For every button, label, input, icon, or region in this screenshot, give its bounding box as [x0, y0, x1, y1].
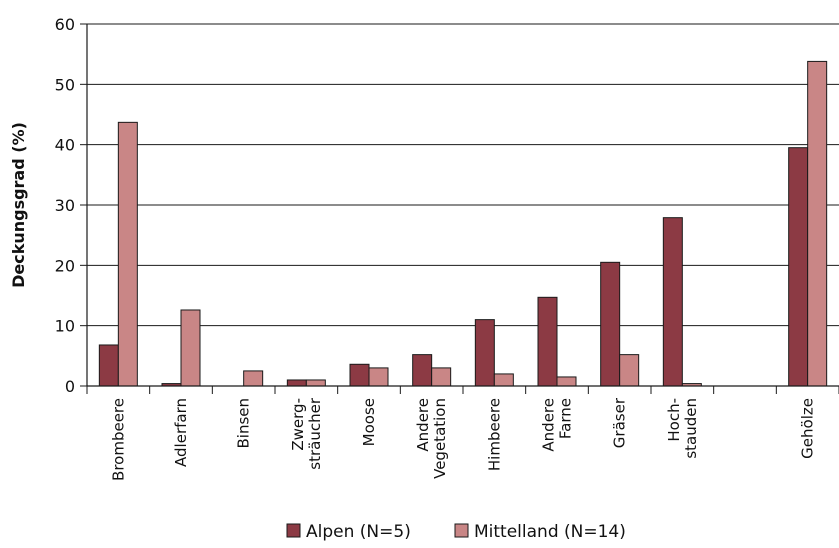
legend-swatch	[454, 523, 469, 538]
bar-mittelland	[431, 367, 452, 387]
x-tick-label: Binsen	[235, 398, 253, 449]
bar-alpen	[600, 261, 621, 387]
x-tick-label: Himbeere	[485, 398, 503, 471]
bar-mittelland	[556, 376, 577, 387]
gridlines	[87, 23, 839, 327]
legend-swatch	[286, 523, 301, 538]
x-tick-label-line: Zwerg-	[289, 398, 307, 451]
x-tick-label-line: Hoch-	[665, 398, 683, 442]
x-tick-label-line: Adlerfarn	[172, 398, 190, 467]
bar-alpen	[286, 379, 307, 387]
y-tick-label: 0	[65, 377, 75, 396]
bar-mittelland	[807, 60, 828, 387]
x-tick-label: Moose	[360, 398, 378, 446]
bar-alpen	[98, 344, 119, 387]
x-tick-label: Gehölze	[799, 398, 817, 459]
x-tick-label: Gräser	[611, 397, 629, 448]
x-tick-label-line: Brombeere	[109, 398, 127, 481]
x-tick-label: Brombeere	[109, 398, 127, 481]
legend: Alpen (N=5) Mittelland (N=14)	[286, 522, 626, 542]
x-tick-label: Andere Vegetation	[414, 398, 449, 479]
bar-alpen	[788, 147, 809, 387]
bar-mittelland	[305, 379, 326, 387]
x-tick-label-line: Farne	[557, 398, 575, 439]
bar-alpen	[474, 319, 495, 387]
y-tick-label: 60	[55, 15, 75, 34]
bar-alpen	[412, 354, 433, 387]
axes	[86, 24, 839, 394]
bars	[98, 60, 828, 387]
x-tick-label-line: Gräser	[611, 397, 629, 448]
legend-label: Mittelland (N=14)	[474, 522, 626, 542]
x-tick-label-line: Andere	[540, 398, 558, 452]
x-tick-label: Hoch-stauden	[665, 398, 700, 459]
x-tick-label-line: Moose	[360, 398, 378, 446]
bar-alpen	[662, 217, 683, 387]
y-tick-label: 30	[55, 196, 75, 215]
bar-alpen	[349, 363, 370, 387]
bar-alpen	[537, 296, 558, 387]
legend-label: Alpen (N=5)	[306, 522, 411, 542]
x-tick-label: Zwerg-sträucher	[289, 397, 324, 470]
x-tick-label-line: Gehölze	[799, 398, 817, 459]
y-tick-label: 10	[55, 317, 75, 336]
y-tick-label: 20	[55, 256, 75, 275]
y-axis-ticks: 0 10 20 30 40 50 60	[55, 15, 87, 396]
bar-mittelland	[493, 373, 514, 387]
x-tick-label-line: Andere	[414, 398, 432, 452]
bar-mittelland	[117, 121, 138, 387]
x-tick-label-line: Vegetation	[431, 398, 449, 479]
bar-mittelland	[180, 309, 201, 387]
x-tick-label-line: Binsen	[235, 398, 253, 449]
x-tick-label-line: stauden	[682, 398, 700, 459]
x-tick-label-line: sträucher	[306, 397, 324, 470]
y-axis-label: Deckungsgrad (%)	[9, 122, 28, 288]
x-axis-tick-labels: Brombeere Adlerfarn Binsen Zwerg-sträucher M…	[109, 397, 816, 481]
bar-mittelland	[368, 367, 389, 387]
bar-mittelland	[619, 354, 640, 387]
y-tick-label: 50	[55, 75, 75, 94]
x-tick-label-line: Himbeere	[485, 398, 503, 471]
bar-mittelland	[243, 370, 264, 387]
y-tick-label: 40	[55, 136, 75, 155]
x-tick-label: Andere Farne	[540, 398, 575, 452]
x-tick-label: Adlerfarn	[172, 398, 190, 467]
